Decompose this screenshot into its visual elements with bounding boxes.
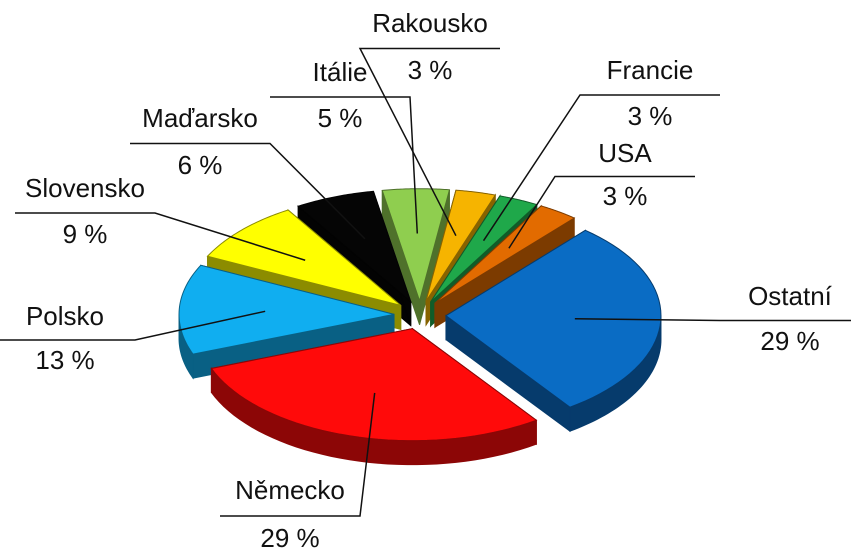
value-label: 3 % [408, 55, 453, 85]
slice [430, 195, 538, 303]
category-label: Ostatní [748, 281, 833, 311]
category-label: Francie [607, 55, 694, 85]
leader-line [508, 175, 695, 249]
slice [178, 264, 395, 355]
slice [434, 204, 576, 329]
category-label: Slovensko [25, 173, 145, 203]
value-label: 29 % [760, 326, 819, 356]
value-label: 13 % [35, 345, 94, 375]
slice [381, 188, 451, 303]
category-label: USA [598, 138, 652, 168]
category-label: Polsko [26, 301, 104, 331]
slice [381, 188, 451, 325]
leader-line [270, 96, 419, 234]
value-label: 3 % [603, 181, 648, 211]
leader-line [130, 142, 366, 240]
category-label: Maďarsko [142, 103, 258, 133]
value-label: 5 % [318, 103, 363, 133]
slice [445, 229, 662, 433]
value-label: 3 % [628, 101, 673, 131]
leader-line [482, 94, 720, 242]
leader-line [574, 317, 851, 322]
category-label: Rakousko [372, 8, 488, 38]
category-label: Německo [235, 475, 345, 505]
slice [425, 189, 497, 302]
value-label: 9 % [63, 219, 108, 249]
leader-line [0, 310, 266, 341]
slice [434, 205, 576, 304]
category-label: Itálie [313, 57, 368, 87]
slice [445, 229, 662, 408]
leader-line [15, 212, 306, 261]
slice [210, 327, 538, 466]
leader-line [358, 47, 500, 237]
slice [210, 328, 538, 442]
slice [297, 190, 412, 304]
leader-line [220, 392, 376, 517]
value-label: 6 % [178, 150, 223, 180]
value-label: 29 % [260, 523, 319, 552]
slice [206, 209, 402, 306]
